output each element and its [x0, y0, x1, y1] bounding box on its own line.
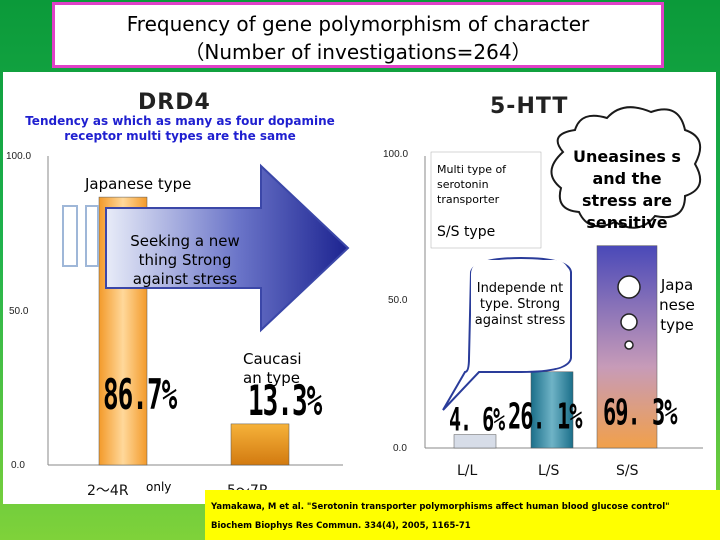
htt-tick-100: 100.0 [383, 149, 409, 160]
htt-bar-ls [530, 371, 574, 449]
drd4-value-label-5-7r: 13.3% [248, 378, 322, 426]
charts-svg [47, 106, 703, 466]
citation-line1: Yamakawa, M et al. "Serotonin transporte… [211, 502, 670, 512]
htt-bar-ll [453, 434, 497, 449]
drd4-bar-5-7r [230, 423, 290, 466]
thought-circle-large [617, 275, 641, 299]
htt-legend-line2: S/S type [437, 224, 496, 240]
cloud-text: Uneasines s and the stress are sensitive [573, 147, 681, 232]
htt-title: 5-HTT [490, 94, 569, 119]
htt-tick-50: 50.0 [388, 295, 408, 306]
drd4-tick-0: 0.0 [11, 460, 25, 471]
charts-panel: DRD4 Tendency as which as many as four d… [3, 72, 716, 504]
drd4-tick-100: 100.0 [6, 151, 32, 162]
htt-x-label-ll: L/L [457, 463, 478, 479]
thought-circle-small [624, 340, 634, 350]
slide-title: Frequency of gene polymorphism of charac… [52, 2, 664, 68]
drd4-value-label-2-4r: 86.7% [103, 372, 177, 420]
drd4-tick-50: 50.0 [9, 306, 29, 317]
htt-x-label-ls: L/S [538, 463, 560, 479]
citation: Yamakawa, M et al. "Serotonin transporte… [205, 490, 720, 540]
htt-value-label-ss: 69. 3% [603, 394, 677, 434]
htt-x-label-ss: S/S [616, 463, 639, 479]
drd4-japanese-type-label: Japanese type [85, 175, 192, 193]
drd4-title: DRD4 [138, 90, 211, 115]
htt-tick-0: 0.0 [393, 443, 407, 454]
callout-bubble-fill [471, 260, 569, 368]
htt-japanese-type-label: Japa nese type [659, 276, 695, 334]
htt-value-label-ls: 26. 1% [508, 398, 582, 438]
drd4-arrow-text: Seeking a new thing Strong against stres… [130, 232, 240, 288]
drd4-note: Tendency as which as many as four dopami… [25, 114, 335, 143]
citation-line2: Biochem Biophys Res Commun. 334(4), 2005… [211, 521, 471, 531]
slide-title-line2: （Number of investigations=264） [184, 40, 532, 64]
htt-legend-line1: Multi type of serotonin transporter [437, 163, 507, 206]
callout-text: Independe nt type. Strong against stress [474, 281, 566, 328]
thought-circle-medium [620, 313, 638, 331]
arrow-tail-box-2 [85, 205, 99, 267]
cloud-bubble [550, 106, 702, 229]
drd4-caucasian-type-label: Caucasi an type [243, 350, 302, 387]
htt-legend-box [430, 151, 542, 249]
slide-title-line1: Frequency of gene polymorphism of charac… [126, 12, 590, 36]
drd4-x-label-2-4r: 2～4R [87, 483, 129, 499]
drd4-arrow [105, 163, 350, 333]
htt-value-label-ll: 4. 6% [449, 400, 505, 439]
arrow-tail-box-1 [62, 205, 78, 267]
drd4-footnote-only: only [146, 480, 172, 494]
